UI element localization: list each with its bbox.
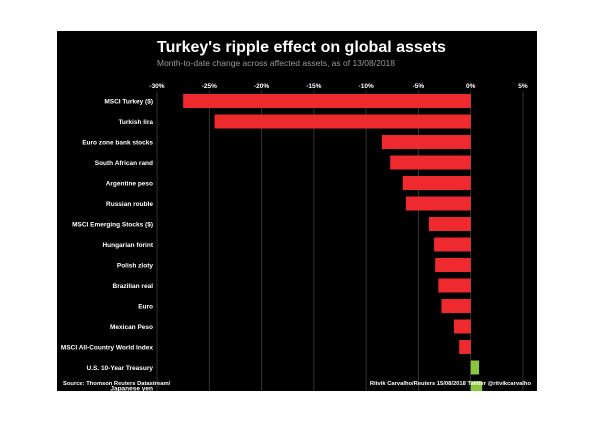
- bar: [390, 155, 471, 170]
- category-label: MSCI Emerging Stocks ($): [72, 221, 153, 228]
- category-label: Japanese yen: [110, 385, 153, 391]
- category-label: Euro: [138, 303, 153, 310]
- bar: [402, 176, 471, 190]
- source-note: Source: Thomson Reuters Datastream/: [63, 381, 171, 387]
- category-label: South African rand: [95, 160, 153, 167]
- bar: [453, 319, 471, 334]
- bar-chart: Turkey's ripple effect on global assets …: [61, 39, 532, 391]
- x-axis-top: -30% -25% -20% -15% -10% -5% 0% 5%: [149, 83, 528, 90]
- bars: [183, 94, 483, 391]
- category-label: Argentine peso: [106, 180, 153, 187]
- category-label: Mexican Peso: [110, 324, 153, 331]
- category-label: Polish zloty: [117, 262, 154, 269]
- bar: [428, 217, 471, 231]
- bar: [441, 299, 471, 313]
- category-label: Russian rouble: [106, 201, 153, 208]
- x-tick-label-top: -10%: [359, 83, 374, 90]
- category-label: Euro zone bank stocks: [82, 139, 153, 146]
- category-label: Hungarian forint: [102, 242, 153, 249]
- category-label: Brazilian real: [113, 283, 154, 290]
- category-label: MSCI Turkey ($): [104, 98, 153, 105]
- category-label: U.S. 10-Year Treasury: [87, 365, 154, 372]
- bar: [214, 114, 471, 129]
- credit-note: Ritvik Carvalho/Reuters 15/08/2018 Twitt…: [370, 381, 532, 387]
- category-labels: MSCI Turkey ($) Turkish lira Euro zone ban…: [61, 98, 154, 391]
- x-tick-label-top: -30%: [149, 83, 164, 90]
- bar: [381, 135, 471, 149]
- category-label: MSCI All-Country World Index: [61, 344, 153, 351]
- x-tick-label-top: -5%: [413, 83, 425, 90]
- chart-subtitle: Month-to-date change across affected ass…: [157, 58, 395, 68]
- bar: [183, 94, 471, 108]
- bar: [470, 360, 480, 375]
- bar: [438, 278, 471, 293]
- chart-panel: Turkey's ripple effect on global assets …: [57, 31, 537, 391]
- category-label: Turkish lira: [118, 119, 153, 126]
- bar: [470, 381, 483, 391]
- bar: [459, 340, 471, 354]
- x-tick-label-top: 0%: [466, 83, 476, 90]
- bar: [434, 237, 471, 252]
- x-tick-label-top: -15%: [306, 83, 321, 90]
- chart-title: Turkey's ripple effect on global assets: [157, 39, 446, 56]
- bar: [405, 196, 471, 211]
- x-tick-label-top: -25%: [202, 83, 217, 90]
- x-tick-label-top: -20%: [254, 83, 269, 90]
- bar: [435, 258, 471, 272]
- x-tick-label-top: 5%: [518, 83, 528, 90]
